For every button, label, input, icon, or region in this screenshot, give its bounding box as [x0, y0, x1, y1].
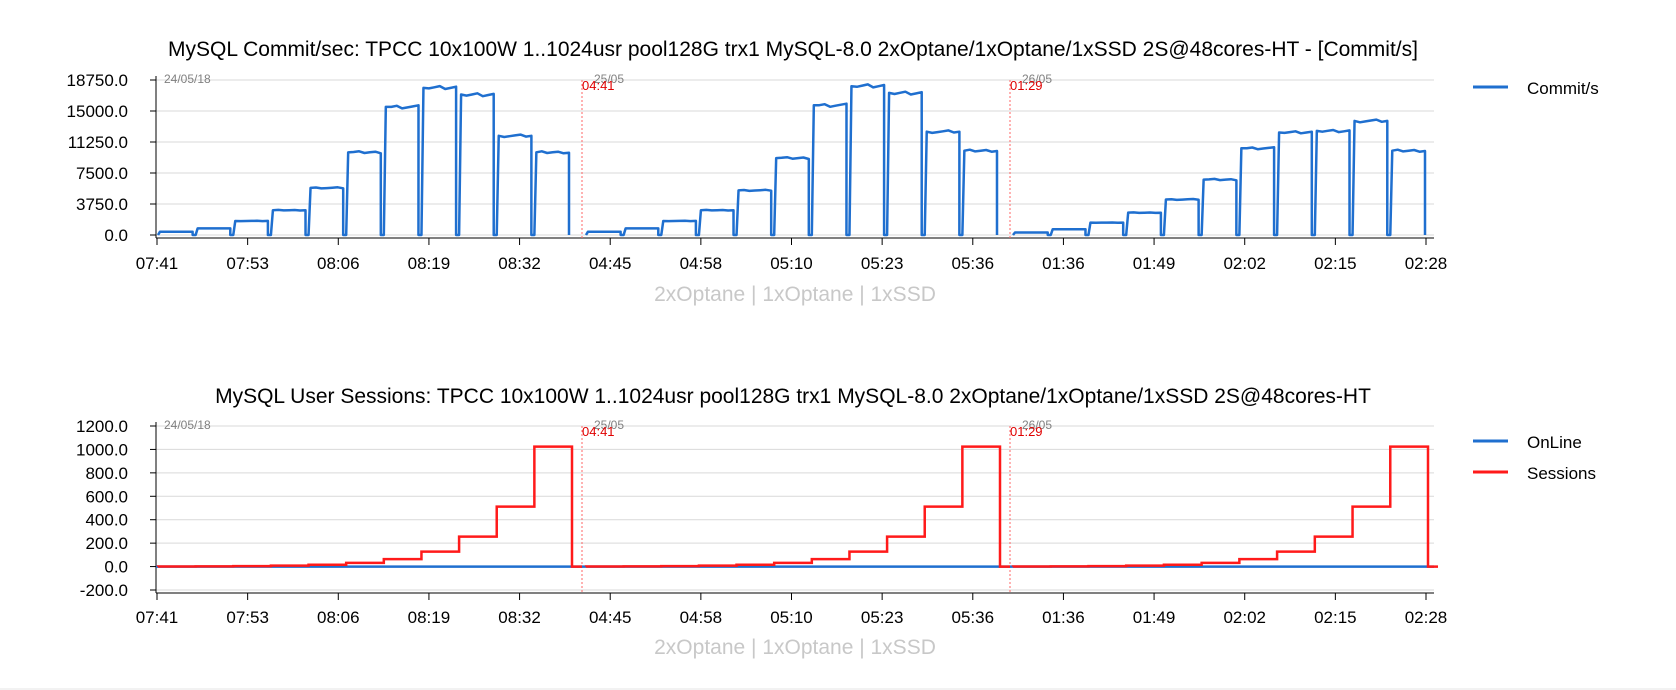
x-tick-label: 01:36 [1042, 254, 1085, 273]
x-tick-label: 05:36 [952, 608, 995, 627]
separator-time-label: 01:29 [1010, 424, 1043, 439]
x-tick-label: 05:10 [770, 254, 813, 273]
x-tick-label: 07:53 [226, 608, 269, 627]
chart-title: MySQL User Sessions: TPCC 10x100W 1..102… [215, 385, 1371, 408]
separator-time-label: 04:41 [582, 78, 615, 93]
x-tick-label: 08:06 [317, 608, 360, 627]
x-tick-label: 07:41 [136, 254, 179, 273]
date-label: 25/05 [594, 418, 624, 432]
series-line-sessions [156, 445, 582, 568]
date-label: 24/05/18 [164, 418, 211, 432]
date-label: 26/05 [1022, 72, 1052, 86]
x-tick-label: 08:19 [408, 254, 451, 273]
x-tick-label: 02:28 [1405, 254, 1448, 273]
separator-time-label: 04:41 [582, 424, 615, 439]
x-tick-label: 08:06 [317, 254, 360, 273]
legend-label: Sessions [1527, 464, 1596, 483]
y-tick-label: 1000.0 [76, 440, 128, 459]
x-tick-label: 02:02 [1223, 608, 1266, 627]
y-tick-label: 3750.0 [76, 195, 128, 214]
series-line-commits [1012, 118, 1427, 237]
x-tick-label: 02:15 [1314, 608, 1357, 627]
series-line-sessions [1011, 445, 1438, 568]
date-label: 25/05 [594, 72, 624, 86]
y-tick-label: 11250.0 [68, 133, 128, 152]
separator-time-label: 01:29 [1010, 78, 1043, 93]
x-tick-label: 01:36 [1042, 608, 1085, 627]
x-tick-label: 04:45 [589, 608, 632, 627]
date-label: 24/05/18 [164, 72, 211, 86]
y-tick-label: 0.0 [104, 558, 128, 577]
x-tick-label: 04:45 [589, 254, 632, 273]
x-tick-label: 05:23 [861, 608, 904, 627]
x-tick-label: 05:36 [952, 254, 995, 273]
y-tick-label: 200.0 [85, 534, 128, 553]
series-line-commits [156, 84, 571, 237]
x-tick-label: 05:23 [861, 254, 904, 273]
x-tick-label: 08:32 [498, 608, 541, 627]
chart-title: MySQL Commit/sec: TPCC 10x100W 1..1024us… [168, 38, 1418, 61]
y-tick-label: 800.0 [85, 464, 128, 483]
y-tick-label: 1200.0 [76, 417, 128, 436]
series-line-sessions [584, 445, 1010, 568]
y-tick-label: 600.0 [85, 487, 128, 506]
legend-label: OnLine [1527, 433, 1582, 452]
x-tick-label: 07:53 [226, 254, 269, 273]
x-tick-label: 04:58 [680, 254, 723, 273]
x-axis-label: 2xOptane | 1xOptane | 1xSSD [654, 636, 936, 659]
x-tick-label: 08:32 [498, 254, 541, 273]
x-axis-label: 2xOptane | 1xOptane | 1xSSD [654, 283, 936, 306]
x-tick-label: 01:49 [1133, 608, 1176, 627]
y-tick-label: 0.0 [104, 226, 128, 245]
x-tick-label: 04:58 [680, 608, 723, 627]
x-tick-label: 02:15 [1314, 254, 1357, 273]
chart-panel-2: MySQL User Sessions: TPCC 10x100W 1..102… [76, 385, 1596, 659]
y-tick-label: 400.0 [85, 511, 128, 530]
x-tick-label: 08:19 [408, 608, 451, 627]
y-tick-label: 18750.0 [67, 71, 128, 90]
x-tick-label: 05:10 [770, 608, 813, 627]
y-tick-label: 7500.0 [76, 164, 128, 183]
date-label: 26/05 [1022, 418, 1052, 432]
series-line-commits [584, 83, 999, 237]
legend-label: Commit/s [1527, 79, 1599, 98]
y-tick-label: 15000.0 [67, 102, 128, 121]
chart-panel-1: MySQL Commit/sec: TPCC 10x100W 1..1024us… [67, 38, 1599, 306]
x-tick-label: 02:02 [1223, 254, 1266, 273]
y-tick-label: -200.0 [80, 581, 128, 600]
x-tick-label: 07:41 [136, 608, 179, 627]
x-tick-label: 02:28 [1405, 608, 1448, 627]
x-tick-label: 01:49 [1133, 254, 1176, 273]
